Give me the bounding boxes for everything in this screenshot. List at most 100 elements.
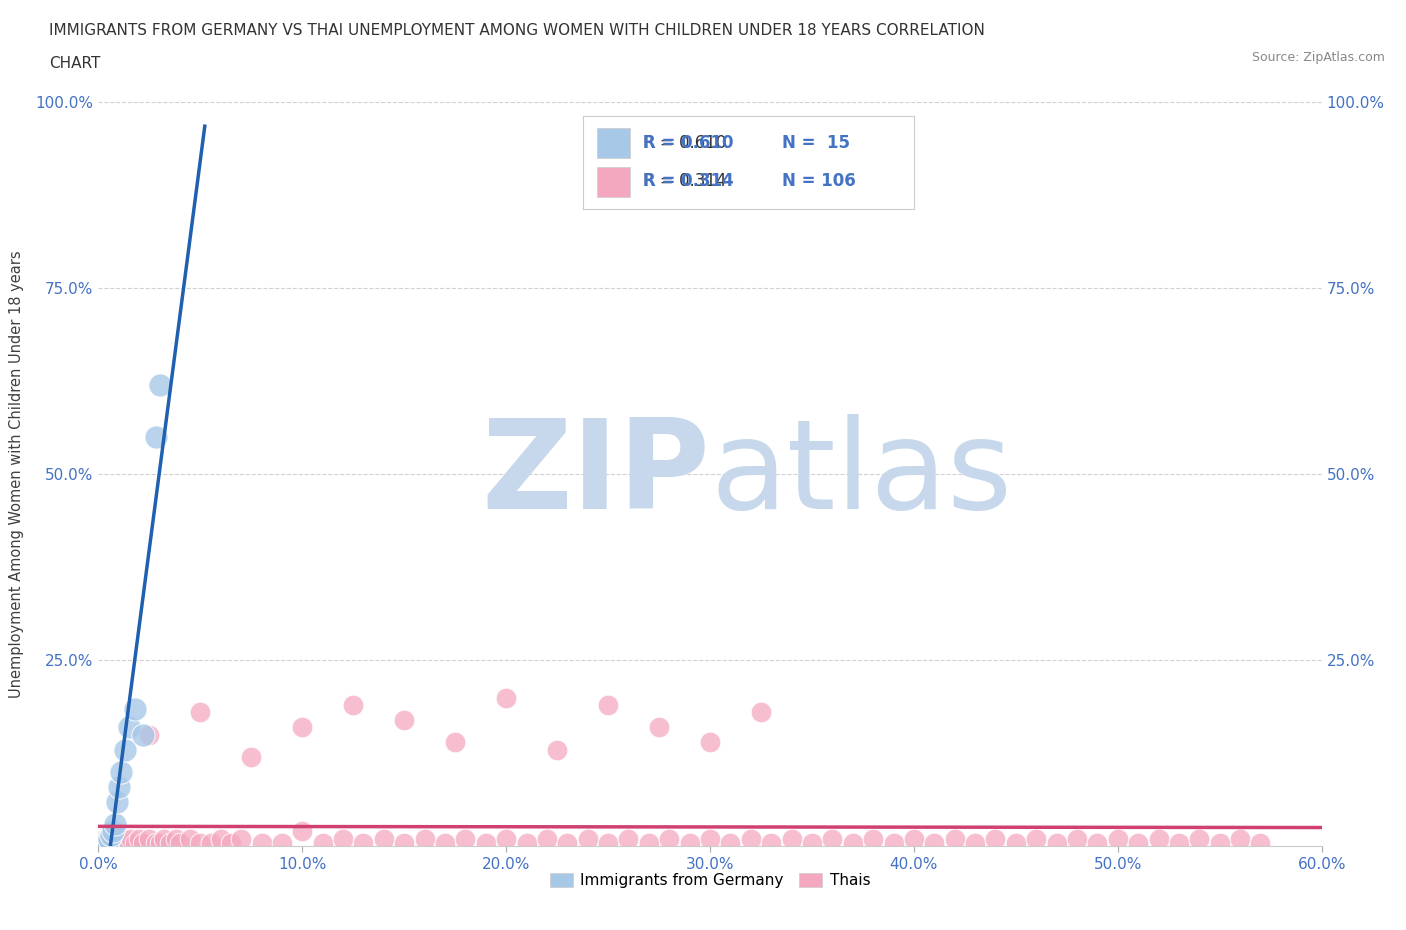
Text: N = 106: N = 106 [782,172,855,190]
Point [576,831,599,846]
Point [97,831,120,846]
Point [984,831,1007,846]
Point [138,727,160,742]
Point [841,835,863,850]
Point [1025,831,1047,846]
Point [200,835,222,850]
Point [617,831,640,846]
Point [108,835,131,850]
Point [598,835,620,850]
Point [332,831,354,846]
Point [312,835,335,850]
Point [101,835,124,850]
Point [124,701,146,716]
Point [128,831,150,846]
Point [679,835,702,850]
Point [108,779,131,794]
Point [97,831,120,846]
Point [270,835,294,850]
Point [138,831,160,846]
Point [1004,835,1026,850]
Point [598,698,620,712]
Text: R = 0.314: R = 0.314 [643,172,734,190]
Point [110,835,132,850]
Point [516,835,538,850]
Point [124,835,146,850]
Point [1209,835,1232,850]
Point [169,835,191,850]
Point [114,742,136,757]
Point [291,720,314,735]
Point [209,831,232,846]
Point [96,835,118,850]
Point [1167,835,1189,850]
Point [114,835,136,850]
Point [1188,831,1211,846]
Point [413,831,436,846]
Text: Source: ZipAtlas.com: Source: ZipAtlas.com [1251,51,1385,64]
Point [91,835,114,850]
Point [101,831,124,846]
Point [97,835,120,850]
Point [100,835,122,850]
Point [780,831,803,846]
Point [104,831,127,846]
Point [110,764,132,779]
Bar [596,167,630,197]
Point [637,835,661,850]
Point [352,835,374,850]
Point [373,831,395,846]
Point [454,831,477,846]
Point [149,835,172,850]
Point [240,750,263,764]
Point [536,831,558,846]
Point [546,742,568,757]
Point [291,824,314,839]
Bar [596,128,630,158]
Point [152,831,174,846]
Point [740,831,762,846]
Point [145,835,167,850]
Point [943,831,966,846]
Point [862,831,884,846]
Point [1128,835,1150,850]
Point [100,828,122,843]
Point [188,835,212,850]
Point [1229,831,1251,846]
Point [93,835,115,850]
Text: CHART: CHART [49,56,101,71]
Point [96,835,118,850]
Point [101,835,124,850]
Point [93,835,115,850]
Point [132,727,155,742]
Point [118,720,141,735]
Point [219,835,242,850]
Text: atlas: atlas [710,414,1012,535]
Point [444,735,467,750]
Point [1045,835,1069,850]
Point [250,835,273,850]
Point [801,835,824,850]
Text: ZIP: ZIP [481,414,710,535]
Point [1249,835,1271,850]
Point [105,831,128,846]
Text: IMMIGRANTS FROM GERMANY VS THAI UNEMPLOYMENT AMONG WOMEN WITH CHILDREN UNDER 18 : IMMIGRANTS FROM GERMANY VS THAI UNEMPLOY… [49,23,986,38]
Point [97,835,120,850]
Point [111,831,134,846]
Point [108,831,131,846]
Point [159,835,181,850]
Point [120,831,142,846]
Point [1085,835,1108,850]
Point [1107,831,1129,846]
Point [761,835,783,850]
Point [100,831,122,846]
Point [699,735,721,750]
Text: R = 0.314: R = 0.314 [643,172,727,190]
Point [1147,831,1170,846]
Point [392,712,416,727]
Point [96,831,118,846]
Text: R = 0.610: R = 0.610 [643,134,734,152]
Point [118,835,141,850]
Point [188,705,212,720]
Legend: Immigrants from Germany, Thais: Immigrants from Germany, Thais [544,867,876,895]
